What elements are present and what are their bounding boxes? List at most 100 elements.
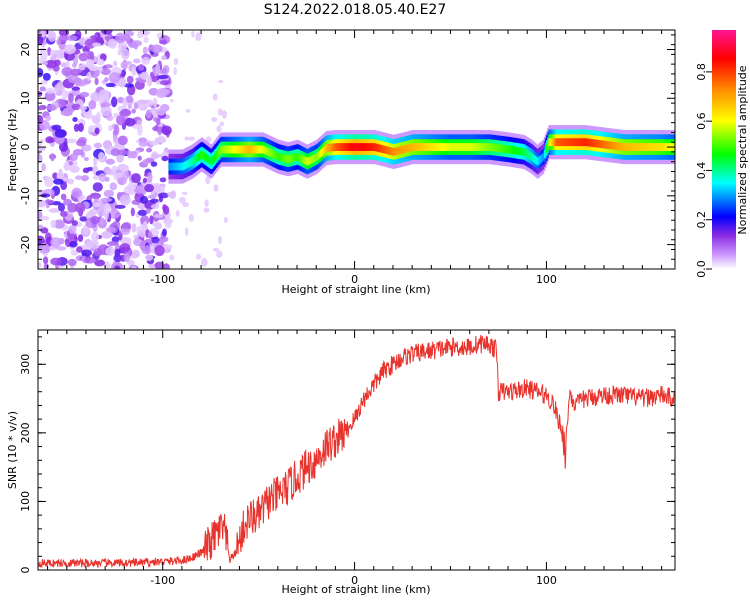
noise-speck [147, 194, 157, 199]
ridge-core [200, 150, 203, 159]
ridge-core [220, 145, 222, 154]
ridge-core [557, 138, 560, 147]
noise-speck [52, 172, 58, 180]
noise-speck [105, 247, 115, 256]
ridge-core [201, 151, 204, 159]
spectrogram-ytick-label: -10 [19, 187, 32, 205]
ridge-core [603, 140, 606, 149]
noise-speck [140, 71, 149, 80]
ridge-core [584, 138, 586, 147]
ridge-core [611, 141, 614, 150]
noise-speck [221, 110, 227, 119]
noise-speck [82, 167, 90, 174]
ridge-core [654, 143, 656, 151]
noise-speck [66, 138, 77, 144]
ridge-core [170, 162, 173, 171]
colorbar-tick-label: 0.0 [695, 260, 708, 278]
noise-speck [40, 227, 49, 234]
noise-speck [203, 207, 210, 213]
noise-speck [148, 87, 159, 96]
ridge-core [305, 157, 308, 166]
noise-speck [133, 42, 139, 50]
ridge-core [389, 147, 392, 155]
noise-speck [84, 38, 96, 49]
noise-speck [162, 204, 167, 211]
ridge-core [480, 143, 483, 151]
ridge-core [595, 139, 598, 148]
ridge-core [448, 143, 450, 151]
ridge-core [466, 143, 469, 151]
ridge-core [450, 143, 453, 151]
noise-speck [179, 196, 186, 204]
noise-speck [85, 59, 95, 69]
ridge-core [288, 155, 290, 163]
ridge-core [363, 143, 365, 151]
ridge-core [449, 143, 451, 151]
noise-speck [133, 102, 139, 110]
ridge-core [512, 146, 515, 155]
ridge-core [417, 143, 419, 151]
noise-speck [38, 114, 44, 125]
noise-speck [61, 67, 73, 77]
noise-speck [141, 56, 150, 65]
ridge-core [384, 145, 387, 154]
spectrogram-ytick-label: -20 [19, 236, 32, 254]
ridge-core [297, 153, 300, 161]
noise-speck [217, 108, 223, 116]
ridge-core [509, 145, 511, 154]
ridge-core [531, 152, 533, 161]
ridge-core [234, 145, 236, 154]
ridge-core [451, 143, 454, 151]
ridge-core [391, 147, 394, 156]
noise-speck [47, 137, 56, 143]
ridge-core [321, 147, 324, 156]
ridge-core [367, 143, 370, 151]
ridge-core [290, 154, 293, 163]
ridge-core [463, 143, 465, 151]
noise-speck [50, 237, 62, 248]
ridge-core [251, 145, 253, 154]
ridge-core [470, 143, 472, 151]
ridge-core [345, 143, 348, 151]
ridge-core [179, 162, 182, 171]
snr-ytick-label: 300 [19, 354, 32, 375]
ridge-core [637, 143, 639, 151]
noise-speck [115, 32, 125, 44]
ridge-core [547, 141, 549, 150]
noise-speck [161, 55, 168, 60]
ridge-core [618, 142, 621, 151]
ridge-core [462, 143, 464, 151]
noise-speck [69, 153, 79, 161]
noise-speck [111, 96, 118, 108]
ridge-core [312, 154, 314, 163]
noise-speck [64, 51, 75, 61]
ridge-core [217, 148, 220, 157]
ridge-core [372, 143, 374, 151]
ridge-core [314, 153, 317, 162]
ridge-core [526, 149, 529, 158]
noise-speck [150, 198, 159, 203]
ridge-core [223, 145, 226, 154]
ridge-core [329, 143, 332, 152]
noise-speck [94, 259, 106, 267]
ridge-core [352, 143, 355, 151]
noise-speck [173, 66, 177, 76]
ridge-core [455, 143, 457, 151]
noise-speck [99, 217, 105, 226]
noise-speck [75, 175, 83, 180]
snr-ytick-label: 0 [19, 567, 32, 574]
ridge-core [525, 149, 527, 158]
ridge-core [411, 143, 413, 152]
noise-speck [88, 124, 97, 133]
ridge-core [342, 143, 344, 151]
ridge-core [246, 145, 249, 154]
ridge-core [191, 157, 194, 166]
ridge-core [504, 145, 507, 153]
noise-speck [163, 263, 170, 269]
ridge-core [479, 143, 481, 151]
ridge-core [212, 155, 214, 164]
noise-speck [133, 184, 146, 194]
noise-speck [60, 193, 67, 201]
ridge-core [645, 143, 647, 151]
